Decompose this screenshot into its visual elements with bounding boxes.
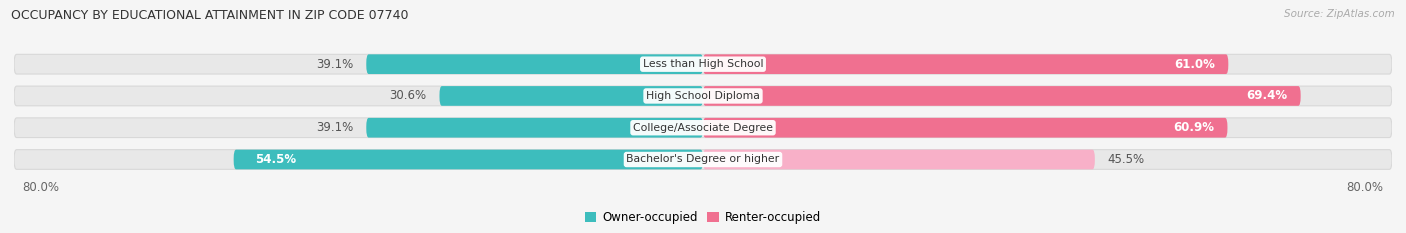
Text: College/Associate Degree: College/Associate Degree [633, 123, 773, 133]
Text: Less than High School: Less than High School [643, 59, 763, 69]
Text: OCCUPANCY BY EDUCATIONAL ATTAINMENT IN ZIP CODE 07740: OCCUPANCY BY EDUCATIONAL ATTAINMENT IN Z… [11, 9, 409, 22]
Text: Bachelor's Degree or higher: Bachelor's Degree or higher [627, 154, 779, 164]
Legend: Owner-occupied, Renter-occupied: Owner-occupied, Renter-occupied [579, 206, 827, 229]
FancyBboxPatch shape [703, 118, 1227, 137]
FancyBboxPatch shape [440, 86, 703, 106]
Text: 45.5%: 45.5% [1108, 153, 1144, 166]
Text: Source: ZipAtlas.com: Source: ZipAtlas.com [1284, 9, 1395, 19]
FancyBboxPatch shape [703, 86, 1301, 106]
Text: 80.0%: 80.0% [22, 181, 59, 194]
FancyBboxPatch shape [367, 54, 703, 74]
Text: 61.0%: 61.0% [1174, 58, 1215, 71]
FancyBboxPatch shape [703, 150, 1095, 169]
Text: 54.5%: 54.5% [256, 153, 297, 166]
Text: 60.9%: 60.9% [1174, 121, 1215, 134]
Text: 39.1%: 39.1% [316, 58, 353, 71]
Text: 80.0%: 80.0% [1347, 181, 1384, 194]
FancyBboxPatch shape [14, 86, 1392, 106]
Text: High School Diploma: High School Diploma [647, 91, 759, 101]
Text: 30.6%: 30.6% [389, 89, 426, 103]
FancyBboxPatch shape [233, 150, 703, 169]
Text: 39.1%: 39.1% [316, 121, 353, 134]
FancyBboxPatch shape [14, 118, 1392, 137]
FancyBboxPatch shape [14, 54, 1392, 74]
FancyBboxPatch shape [367, 118, 703, 137]
FancyBboxPatch shape [14, 150, 1392, 169]
Text: 69.4%: 69.4% [1247, 89, 1288, 103]
FancyBboxPatch shape [703, 54, 1229, 74]
